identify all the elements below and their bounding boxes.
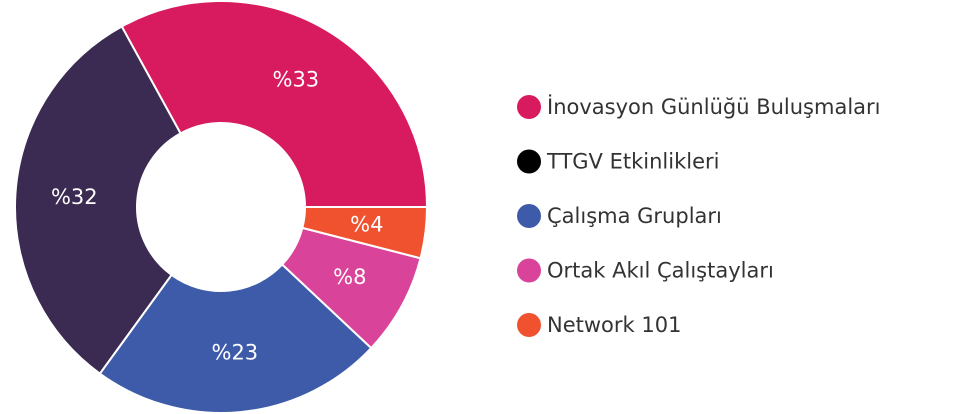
slice-label: %8 bbox=[333, 265, 366, 289]
slice bbox=[14, 25, 182, 376]
legend-marker bbox=[517, 258, 541, 283]
slice-label: %4 bbox=[350, 212, 383, 236]
legend-label: Çalışma Grupları bbox=[547, 204, 722, 228]
legend-marker bbox=[517, 313, 541, 337]
legend-marker bbox=[517, 204, 541, 228]
slice-label: %23 bbox=[211, 340, 258, 364]
legend-label: TTGV Etkinlikleri bbox=[546, 150, 719, 174]
legend-marker bbox=[517, 95, 541, 119]
slice-label: %33 bbox=[272, 67, 319, 91]
slice bbox=[301, 206, 429, 260]
slice-label: %32 bbox=[51, 185, 98, 209]
slice bbox=[98, 263, 373, 414]
slice bbox=[120, 0, 429, 208]
legend-marker bbox=[517, 149, 541, 174]
legend-label: Network 101 bbox=[547, 313, 681, 337]
legend-label: Ortak Akıl Çalıştayları bbox=[547, 259, 774, 283]
legend-label: İnovasyon Günlüğü Buluşmaları bbox=[547, 94, 881, 119]
